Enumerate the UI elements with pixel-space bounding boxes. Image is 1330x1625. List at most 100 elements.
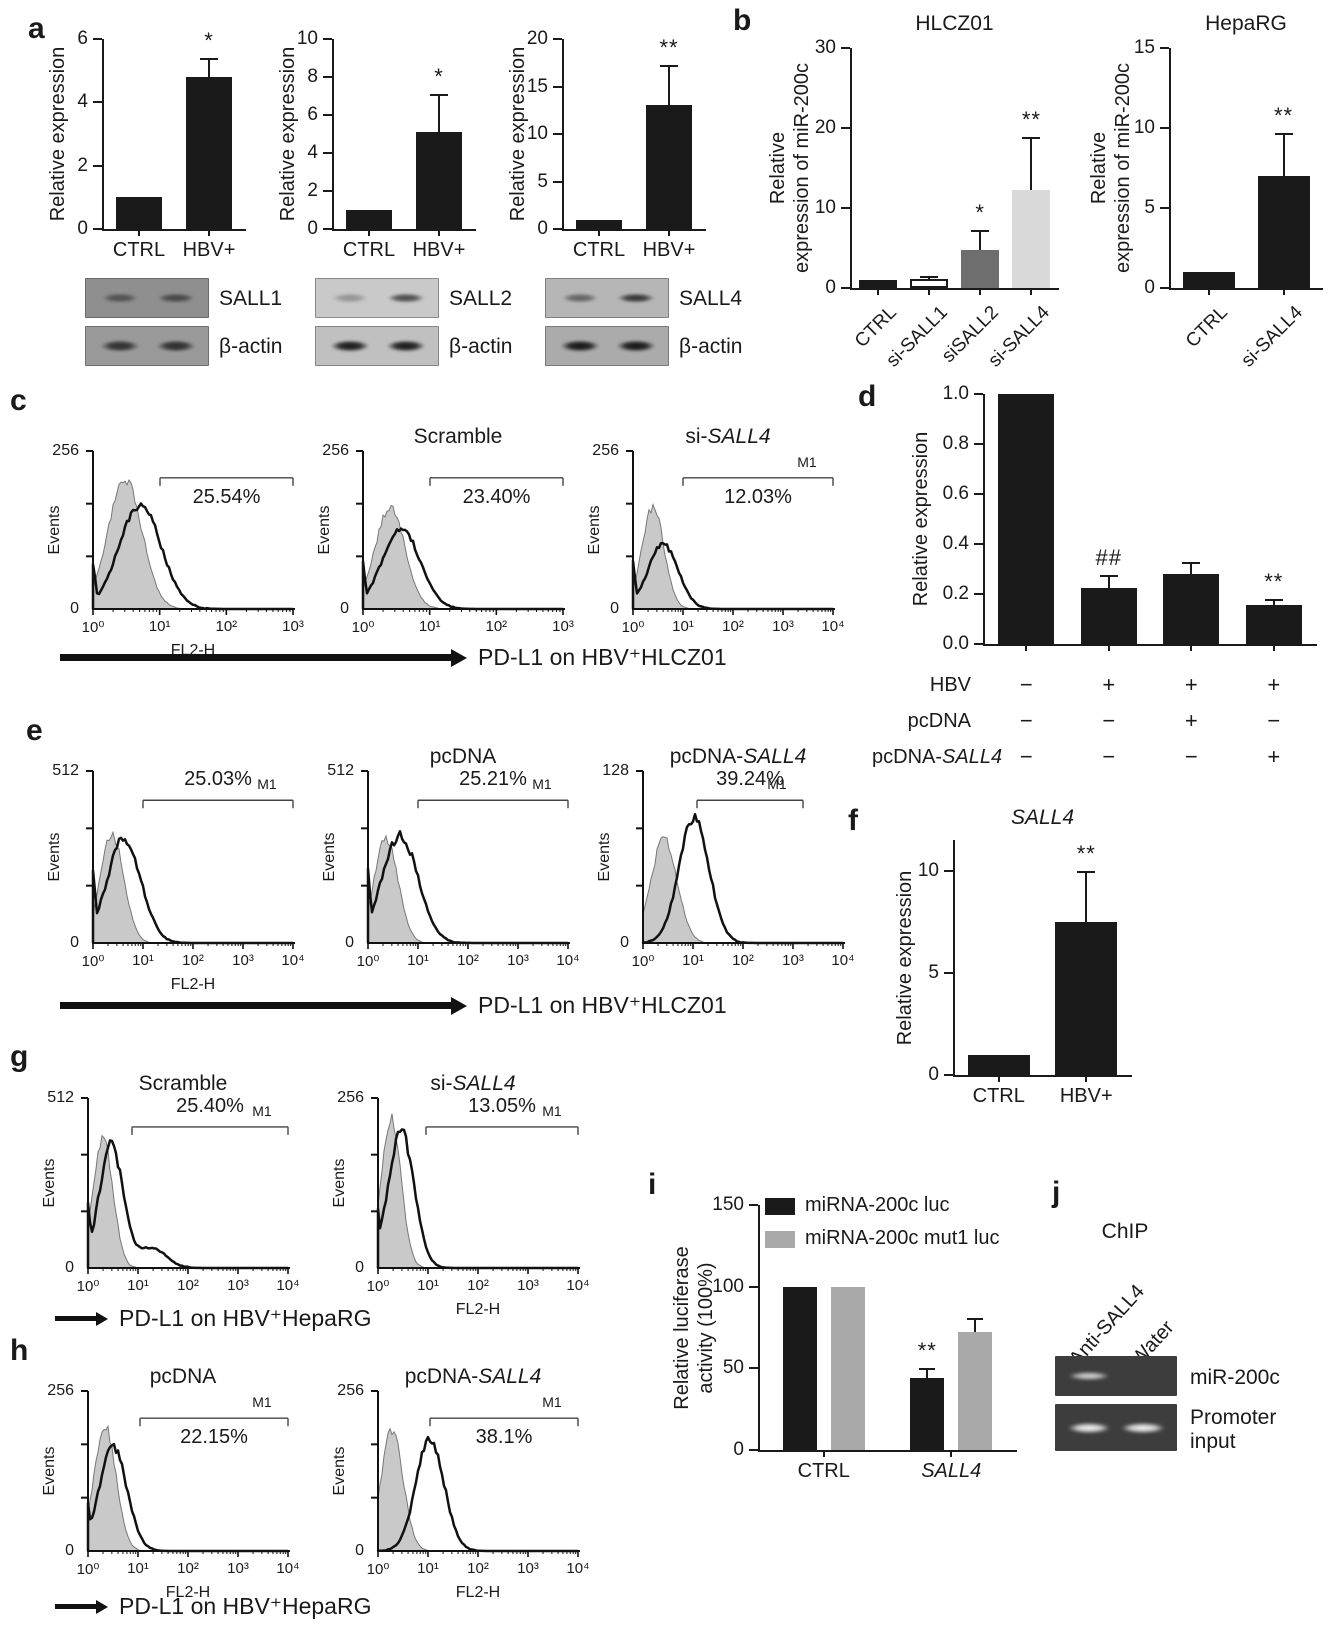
condition-value: − — [1102, 708, 1116, 733]
error-bar — [926, 1368, 929, 1379]
x-tick — [876, 288, 879, 295]
condition-value: − — [1267, 708, 1281, 733]
gate-percent: 25.40% — [176, 1094, 244, 1117]
x-tick-label: 10⁰ — [631, 953, 655, 970]
y-max-label: 256 — [337, 1089, 364, 1106]
y-max-label: 256 — [52, 442, 79, 459]
y-tick-label: 0.6 — [942, 483, 969, 504]
gate-marker-label: M1 — [797, 453, 817, 470]
bar — [646, 104, 692, 229]
x-tick-label: 10¹ — [672, 618, 694, 635]
x-tick — [598, 229, 600, 236]
label-part-italic: SALL4 — [452, 1072, 516, 1095]
f-ylabel: Relative expression — [893, 810, 917, 1105]
y-tick-label: 2 — [307, 180, 318, 201]
panel-label-i: i — [648, 1168, 657, 1201]
f-xaxis — [953, 1075, 1132, 1077]
y-tick — [974, 593, 983, 595]
h1-xlabel: FL2-H — [165, 1584, 211, 1601]
panel-b-bar-chart-heparg: HepaRG Relative expression of miR-200c 0 5 10… — [1083, 12, 1330, 412]
y-zero-label: 0 — [65, 1259, 74, 1276]
x-tick — [1190, 644, 1193, 651]
panel-e-histogram-1: 25.03% M1 512 0 Events 10⁰ 10¹ 10² 10³ 10⁴ FL2-H — [35, 745, 305, 1000]
bar — [346, 210, 392, 229]
y-tick — [841, 207, 850, 209]
d-xaxis — [983, 644, 1317, 646]
c3-ylabel: Events — [586, 505, 603, 555]
y-tick — [553, 85, 562, 88]
label-part: pcDNA- — [669, 745, 744, 768]
significance-marker: ** — [659, 34, 679, 60]
blot-band — [609, 291, 662, 305]
western-blot-target — [315, 278, 439, 318]
gate-marker-label: M1 — [252, 1102, 272, 1119]
y-zero-label: 0 — [620, 934, 629, 951]
y-tick-label: 0 — [825, 277, 836, 298]
y-zero-label: 0 — [610, 600, 619, 617]
bar — [910, 1378, 945, 1450]
legend-swatch — [765, 1231, 795, 1248]
axis-arrow-label: PD-L1 on HBV⁺HLCZ01 — [478, 643, 727, 670]
panel-d-bar-chart: Relative expression 0.0 0.2 0.4 0.6 0.8 1.0 ## *… — [872, 382, 1330, 777]
g1-ylabel: Events — [41, 1158, 58, 1208]
label-part-italic: SALL4 — [921, 1460, 982, 1482]
blot-protein-label: SALL4 — [679, 287, 743, 310]
y-tick — [323, 114, 332, 116]
y-tick-label: 15 — [526, 75, 548, 97]
x-tick-label: 10² — [182, 952, 204, 969]
y-tick — [553, 38, 562, 40]
significance-marker: * — [204, 28, 214, 53]
y-zero-label: 0 — [345, 934, 354, 951]
panel-c-histogram-sisall4: si-SALL4 12.03% M1 256 0 Events 10⁰ 10¹ 10² 10³ 10… — [575, 425, 845, 670]
gel-band — [1060, 1420, 1119, 1435]
e1-plot — [86, 770, 295, 949]
panel-label-d: d — [858, 380, 877, 413]
y-tick-label: 2 — [77, 154, 88, 176]
blot-band — [552, 338, 607, 354]
y-tick — [323, 76, 332, 78]
x-tick-label: 10⁴ — [831, 952, 855, 969]
x-tick-label: 10¹ — [417, 1277, 439, 1294]
y-max-label: 256 — [47, 1382, 74, 1399]
condition-value: + — [1102, 672, 1116, 697]
blot-band — [94, 291, 145, 305]
axis-arrow-label: PD-L1 on HBV⁺HepaRG — [119, 1304, 372, 1331]
panel-e-histogram-pcdna-sall4: pcDNA-SALL4 39.24% M1 128 0 Events 10⁰ 10¹ 10² 10… — [585, 745, 855, 1000]
b2-ylabel: Relative expression of miR-200c — [1087, 18, 1135, 318]
x-category-label: HBV+ — [642, 239, 696, 261]
histogram-shape — [92, 830, 293, 944]
panel-h-histogram-pcdna-sall4: pcDNA-SALL4 38.1% M1 256 0 Events 10⁰ 10¹ 10² 10³… — [320, 1365, 600, 1610]
gate-percent: 38.1% — [475, 1426, 533, 1449]
gate-marker-label: M1 — [767, 776, 787, 793]
panel-a-westernblot-sall2: SALL2 β-actin — [303, 278, 538, 378]
gate-marker-label: M1 — [532, 776, 552, 793]
panel-label-e: e — [26, 714, 43, 747]
error-bar-cap — [1182, 561, 1201, 564]
x-category-label: HBV+ — [182, 239, 236, 261]
y-tick — [553, 133, 562, 135]
gel-image-mir200c — [1055, 1356, 1177, 1396]
gel-row-label: Promoter input — [1190, 1406, 1277, 1454]
blot-band — [148, 338, 203, 354]
panel-label-b: b — [733, 4, 752, 37]
y-tick — [974, 643, 983, 645]
y-tick-label: 5 — [928, 961, 939, 983]
histogram-shape — [367, 834, 568, 944]
panel-b-bar-chart-hlcz01: HLCZ01 Relative expression of miR-200c 0 10 2… — [762, 12, 1072, 412]
significance-marker: ## — [1095, 545, 1122, 571]
y-tick — [1160, 127, 1169, 129]
y-tick — [323, 228, 332, 230]
x-tick-label: 10¹ — [148, 618, 171, 635]
panel-a-westernblot-sall1: SALL1 β-actin — [73, 278, 308, 378]
c1-plot — [86, 450, 295, 615]
error-bar-cap — [1022, 136, 1041, 139]
g1-plot — [81, 1097, 290, 1274]
x-tick-label: 10⁰ — [81, 619, 105, 636]
x-tick-label: 10² — [732, 952, 754, 969]
d-ylabel: Relative expression — [909, 364, 933, 674]
gate-percent: 22.15% — [180, 1426, 248, 1449]
gate-percent: 13.05% — [468, 1094, 536, 1117]
y-tick — [841, 47, 850, 49]
label-part-italic: SALL4 — [707, 425, 771, 448]
